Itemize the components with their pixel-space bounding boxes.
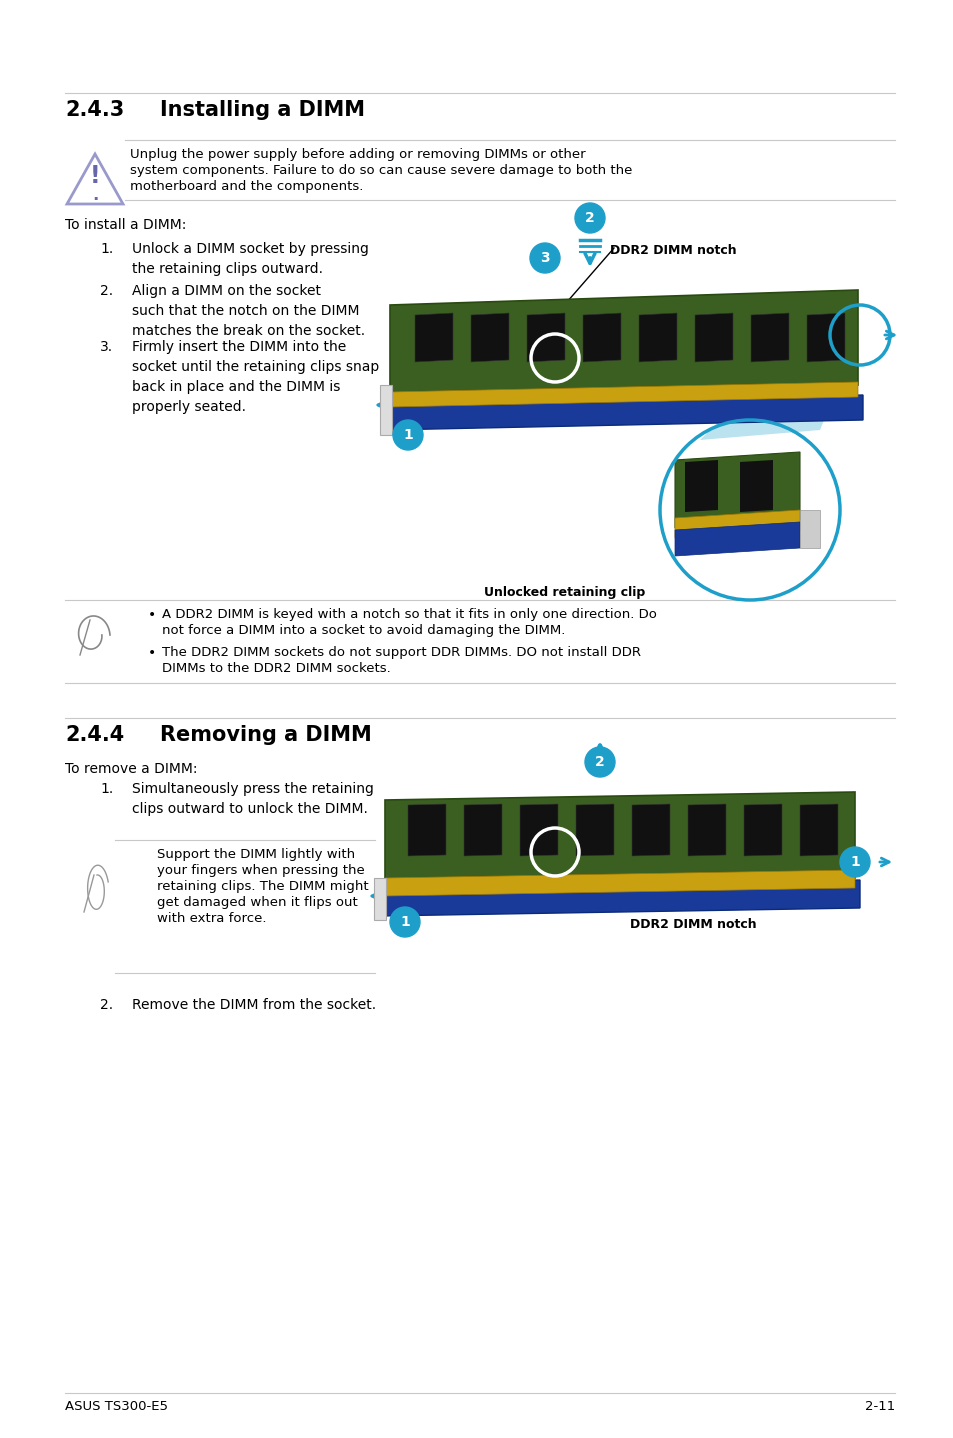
Text: 1.: 1. bbox=[100, 242, 113, 256]
Text: 1: 1 bbox=[399, 915, 410, 929]
Text: DDR2 DIMM notch: DDR2 DIMM notch bbox=[609, 244, 736, 257]
Text: Support the DIMM lightly with: Support the DIMM lightly with bbox=[157, 848, 355, 861]
Text: .: . bbox=[91, 186, 98, 204]
Circle shape bbox=[575, 203, 604, 233]
Polygon shape bbox=[631, 804, 669, 856]
Polygon shape bbox=[687, 804, 725, 856]
Text: motherboard and the components.: motherboard and the components. bbox=[130, 180, 363, 193]
Text: To install a DIMM:: To install a DIMM: bbox=[65, 219, 186, 232]
Polygon shape bbox=[385, 792, 854, 884]
Text: 3: 3 bbox=[539, 252, 549, 265]
Text: 3.: 3. bbox=[100, 339, 113, 354]
Text: 2-11: 2-11 bbox=[863, 1401, 894, 1414]
Polygon shape bbox=[806, 313, 844, 362]
Polygon shape bbox=[743, 804, 781, 856]
Text: not force a DIMM into a socket to avoid damaging the DIMM.: not force a DIMM into a socket to avoid … bbox=[162, 624, 565, 637]
Text: Unlocked retaining clip: Unlocked retaining clip bbox=[484, 587, 645, 600]
Text: Installing a DIMM: Installing a DIMM bbox=[160, 101, 365, 119]
Text: 2: 2 bbox=[584, 211, 595, 224]
Text: •: • bbox=[148, 646, 156, 660]
Text: Unplug the power supply before adding or removing DIMMs or other: Unplug the power supply before adding or… bbox=[130, 148, 585, 161]
Text: 2.: 2. bbox=[100, 283, 113, 298]
Polygon shape bbox=[684, 460, 718, 512]
Polygon shape bbox=[374, 879, 386, 920]
Polygon shape bbox=[576, 804, 614, 856]
Text: 2.4.4: 2.4.4 bbox=[65, 725, 124, 745]
Polygon shape bbox=[750, 313, 788, 362]
Polygon shape bbox=[639, 313, 677, 362]
Text: Firmly insert the DIMM into the
socket until the retaining clips snap
back in pl: Firmly insert the DIMM into the socket u… bbox=[132, 339, 379, 414]
Circle shape bbox=[393, 420, 422, 450]
Polygon shape bbox=[463, 804, 501, 856]
Text: with extra force.: with extra force. bbox=[157, 912, 266, 925]
Text: DIMMs to the DDR2 DIMM sockets.: DIMMs to the DDR2 DIMM sockets. bbox=[162, 661, 391, 674]
Polygon shape bbox=[415, 313, 453, 362]
Text: your fingers when pressing the: your fingers when pressing the bbox=[157, 864, 364, 877]
Circle shape bbox=[584, 746, 615, 777]
Polygon shape bbox=[390, 383, 857, 407]
Polygon shape bbox=[519, 804, 558, 856]
Polygon shape bbox=[800, 804, 837, 856]
Text: 1.: 1. bbox=[100, 782, 113, 797]
Text: Unlock a DIMM socket by pressing
the retaining clips outward.: Unlock a DIMM socket by pressing the ret… bbox=[132, 242, 369, 276]
Polygon shape bbox=[695, 313, 732, 362]
Polygon shape bbox=[408, 804, 446, 856]
Polygon shape bbox=[800, 510, 820, 548]
Text: 1: 1 bbox=[849, 856, 859, 869]
Text: 1: 1 bbox=[403, 429, 413, 441]
Text: system components. Failure to do so can cause severe damage to both the: system components. Failure to do so can … bbox=[130, 164, 632, 177]
Text: Align a DIMM on the socket
such that the notch on the DIMM
matches the break on : Align a DIMM on the socket such that the… bbox=[132, 283, 365, 338]
Polygon shape bbox=[379, 880, 859, 916]
Text: Removing a DIMM: Removing a DIMM bbox=[160, 725, 372, 745]
Polygon shape bbox=[582, 313, 620, 362]
Text: To remove a DIMM:: To remove a DIMM: bbox=[65, 762, 197, 777]
Text: Simultaneously press the retaining
clips outward to unlock the DIMM.: Simultaneously press the retaining clips… bbox=[132, 782, 374, 815]
Polygon shape bbox=[675, 452, 800, 528]
Text: ASUS TS300-E5: ASUS TS300-E5 bbox=[65, 1401, 168, 1414]
Text: get damaged when it flips out: get damaged when it flips out bbox=[157, 896, 357, 909]
Polygon shape bbox=[675, 522, 800, 557]
Circle shape bbox=[390, 907, 419, 938]
Text: !: ! bbox=[90, 164, 100, 188]
Polygon shape bbox=[379, 385, 392, 436]
Text: •: • bbox=[148, 608, 156, 623]
Text: The DDR2 DIMM sockets do not support DDR DIMMs. DO not install DDR: The DDR2 DIMM sockets do not support DDR… bbox=[162, 646, 640, 659]
Polygon shape bbox=[675, 510, 800, 538]
Polygon shape bbox=[700, 311, 857, 440]
Text: Remove the DIMM from the socket.: Remove the DIMM from the socket. bbox=[132, 998, 375, 1012]
Polygon shape bbox=[471, 313, 509, 362]
Text: A DDR2 DIMM is keyed with a notch so that it fits in only one direction. Do: A DDR2 DIMM is keyed with a notch so tha… bbox=[162, 608, 657, 621]
Text: 2.: 2. bbox=[100, 998, 113, 1012]
Polygon shape bbox=[526, 313, 564, 362]
Text: retaining clips. The DIMM might: retaining clips. The DIMM might bbox=[157, 880, 368, 893]
Polygon shape bbox=[385, 870, 854, 896]
Circle shape bbox=[840, 847, 869, 877]
Text: 2.4.3: 2.4.3 bbox=[65, 101, 124, 119]
Circle shape bbox=[530, 243, 559, 273]
Text: DDR2 DIMM notch: DDR2 DIMM notch bbox=[629, 917, 756, 930]
Polygon shape bbox=[390, 290, 857, 395]
Polygon shape bbox=[385, 395, 862, 430]
Text: 2: 2 bbox=[595, 755, 604, 769]
Polygon shape bbox=[740, 460, 772, 512]
